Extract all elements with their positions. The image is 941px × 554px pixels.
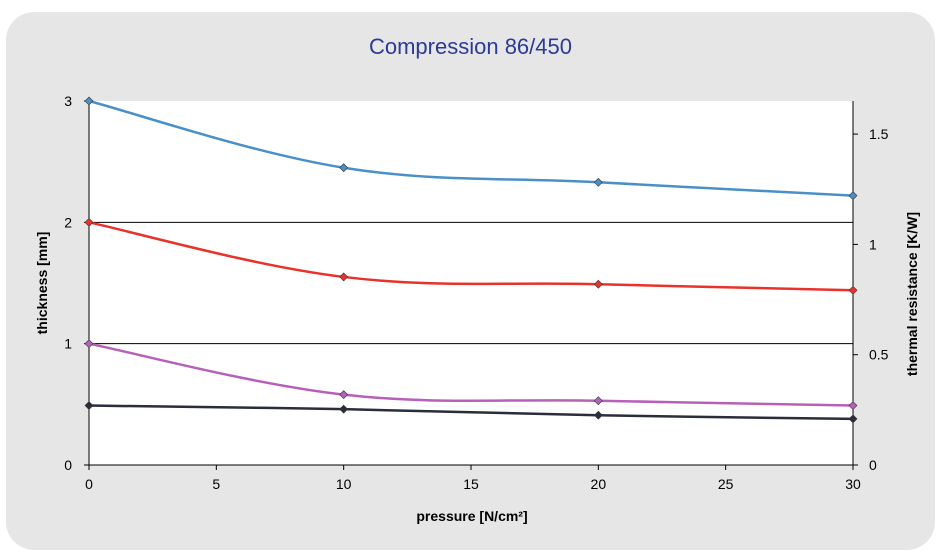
y-right-tick-label-3: 1.5 [869, 126, 889, 142]
series-1-point-0 [84, 217, 94, 227]
x-tick-label-2: 10 [336, 476, 352, 492]
x-tick-label-4: 20 [591, 476, 607, 492]
x-tick-label-6: 30 [845, 476, 861, 492]
series-3-point-1 [339, 404, 349, 414]
series-3-point-2 [593, 410, 603, 420]
series-2-point-0 [84, 339, 94, 349]
series-line-3 [88, 404, 854, 421]
series-0-point-1 [339, 163, 349, 173]
y-left-tick-label-3: 3 [64, 93, 72, 109]
y-left-tick-label-0: 0 [64, 457, 72, 473]
x-tick-label-3: 15 [463, 476, 479, 492]
series-2-point-1 [339, 390, 349, 400]
series-line-0 [88, 99, 854, 197]
series-1-point-1 [339, 272, 349, 282]
y-right-tick-label-0: 0 [869, 457, 877, 473]
series-3-point-0 [84, 401, 94, 410]
series-2-point-3 [848, 401, 858, 410]
x-axis-label: pressure [N/cm²] [416, 508, 528, 524]
y-right-tick-label-2: 1 [869, 236, 877, 252]
y-left-tick-label-2: 2 [64, 214, 72, 230]
x-tick-label-1: 5 [212, 476, 220, 492]
x-tick-label-5: 25 [718, 476, 734, 492]
chart-title: Compression 86/450 [368, 34, 572, 59]
y-left-tick-label-1: 1 [64, 336, 72, 352]
series-0-point-2 [593, 177, 603, 187]
series-1-point-3 [848, 285, 858, 295]
series-1-point-2 [593, 279, 603, 289]
x-tick-label-0: 0 [85, 476, 93, 492]
y-right-tick-label-1: 0.5 [869, 347, 889, 363]
series-line-2 [88, 342, 854, 407]
series-2-point-2 [593, 396, 603, 406]
series-3-point-3 [848, 414, 858, 424]
series-0-point-3 [848, 191, 858, 201]
series-line-1 [88, 221, 854, 292]
series-0-point-0 [84, 96, 94, 106]
